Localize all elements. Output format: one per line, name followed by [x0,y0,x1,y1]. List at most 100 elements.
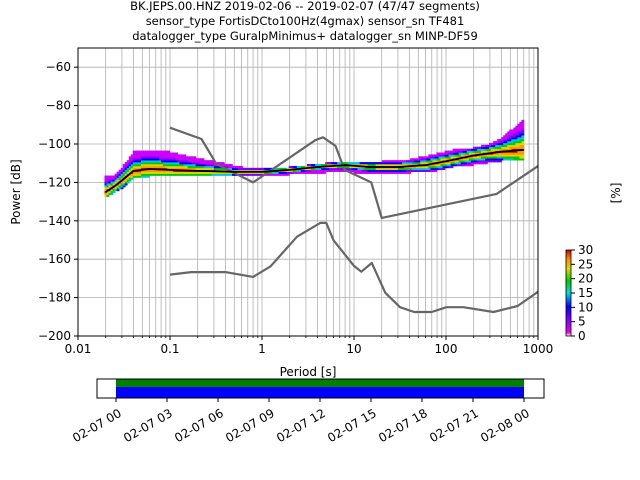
psd-bin [146,152,150,155]
psd-bin [495,144,498,148]
psd-bin [179,154,183,157]
psd-bin [128,164,132,167]
psd-bin [312,167,316,171]
psd-bin [507,156,511,159]
x-tick-label: 1000 [523,342,554,356]
psd-bin [515,158,519,161]
title-line-2: sensor_type FortisDCto100Hz(4gmax) senso… [146,14,465,28]
psd-bin [144,171,148,174]
psd-bin [438,156,442,159]
psd-bin [331,165,334,169]
psd-bin [138,164,142,167]
psd-bin [146,173,150,176]
psd-bin [440,167,444,171]
psd-bin [153,164,156,167]
psd-bin [460,160,464,163]
psd-bin [464,154,468,157]
psd-bin [187,156,191,159]
grid [77,48,538,337]
psd-bin [120,181,124,184]
psd-bin [476,146,480,149]
psd-bin [120,177,124,180]
psd-bin [256,167,260,171]
psd-bin [517,156,521,159]
psd-bin [509,148,513,151]
psd-bin [381,160,385,163]
psd-bin [106,177,110,180]
psd-bin [321,164,324,167]
psd-bin [325,164,328,167]
psd-bin [377,164,381,167]
psd-bin [122,169,126,172]
psd-bin [371,164,375,167]
psd-bin [159,169,162,172]
psd-bin [165,169,169,172]
psd-bin [157,154,160,157]
psd-bin [274,167,278,171]
psd-bin [395,160,399,163]
psd-bin [505,152,509,155]
psd-bin [260,169,264,172]
psd-bin [491,150,494,153]
psd-bin [458,162,462,165]
psd-bin [399,164,403,167]
psd-bin [142,162,146,165]
psd-bin [511,135,515,138]
psd-bin [521,152,525,155]
psd-bin [444,150,448,153]
psd-bin [436,164,440,167]
psd-bin [460,164,464,167]
psd-bin [130,167,134,171]
psd-bin [146,169,150,172]
psd-bin [165,160,169,163]
psd-bin [126,175,130,178]
psd-bin [515,146,519,149]
psd-bin [181,158,185,161]
psd-bin [410,164,413,167]
psd-bin [480,154,484,157]
psd-bin [515,152,519,155]
psd-bin [165,152,169,155]
psd-bin [179,164,183,167]
psd-bin [414,162,417,165]
psd-bin [323,171,326,174]
psd-bin [136,167,140,171]
psd-bin [452,156,456,159]
psd-bin [468,162,472,165]
psd-bin [171,160,175,163]
psd-bin [462,162,466,165]
psd-bin [118,173,122,176]
psd-bin [250,169,254,172]
psd-bin [146,156,150,159]
psd-bin [517,123,521,126]
psd-bin [155,156,158,159]
psd-bin [151,164,154,167]
x-tick-label: 1 [258,342,266,356]
psd-bin [173,171,177,174]
psd-bin [142,160,146,163]
psd-bin [418,165,422,169]
psd-bin [389,160,393,163]
psd-bin [507,137,511,140]
psd-bin [122,185,126,188]
psd-bin [337,162,341,165]
y-tick-label: −200 [38,329,71,343]
psd-bin [169,154,173,157]
psd-bin [521,137,525,140]
psd-bin [173,160,177,163]
psd-bin [493,146,496,149]
psd-bin [112,187,116,190]
psd-bin [399,169,403,172]
psd-bin [511,152,515,155]
psd-bin [163,158,166,161]
psd-bin [361,167,365,171]
psd-bin [130,158,134,161]
psd-bin [519,152,523,155]
psd-bin [179,173,183,176]
psd-bin [167,154,171,157]
psd-bin [151,150,154,153]
psd-bin [169,164,173,167]
psd-bin [379,171,383,174]
psd-bin [155,152,158,155]
psd-bin [134,171,138,174]
